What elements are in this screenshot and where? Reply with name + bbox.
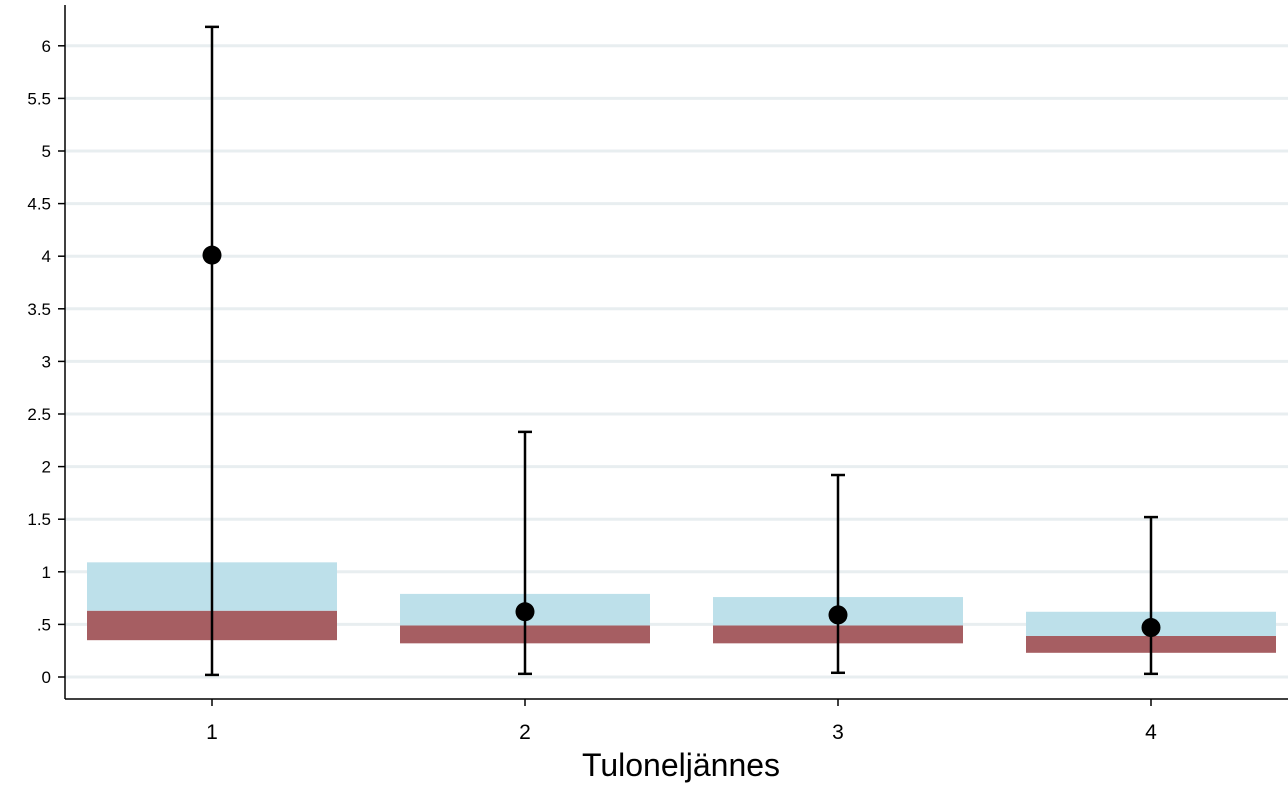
boxes bbox=[87, 562, 1276, 653]
y-tick-label: 4.5 bbox=[27, 195, 51, 214]
axes bbox=[64, 5, 1288, 700]
y-tick-label: 2.5 bbox=[27, 405, 51, 424]
y-tick-label: 2 bbox=[42, 458, 51, 477]
x-tick-label: 3 bbox=[832, 721, 844, 744]
mean-marker-2 bbox=[515, 602, 535, 622]
x-ticks: 1 2 3 4 bbox=[206, 699, 1157, 744]
y-tick-label: 4 bbox=[42, 247, 51, 266]
x-tick-label: 4 bbox=[1145, 721, 1157, 744]
y-tick-label: 1.5 bbox=[27, 510, 51, 529]
y-tick-label: 5 bbox=[42, 142, 51, 161]
y-tick-label: 3 bbox=[42, 352, 51, 371]
x-axis-label: Tuloneljännes bbox=[582, 747, 780, 783]
y-tick-label: 6 bbox=[42, 37, 51, 56]
x-tick-label: 1 bbox=[206, 721, 218, 744]
y-tick-label: 3.5 bbox=[27, 300, 51, 319]
mean-marker-1 bbox=[202, 245, 222, 265]
y-tick-label: 0 bbox=[42, 668, 51, 687]
y-tick-label: 1 bbox=[42, 563, 51, 582]
y-tick-label: .5 bbox=[37, 615, 51, 634]
whiskers bbox=[205, 25, 1158, 677]
mean-marker-3 bbox=[828, 605, 848, 625]
y-tick-label: 5.5 bbox=[27, 89, 51, 108]
y-ticks: 0 .5 1 1.5 2 2.5 3 3.5 4 4.5 5 5.5 6 bbox=[27, 37, 65, 687]
mean-marker-4 bbox=[1141, 618, 1161, 638]
mean-markers bbox=[202, 245, 1161, 638]
x-tick-label: 2 bbox=[519, 721, 531, 744]
